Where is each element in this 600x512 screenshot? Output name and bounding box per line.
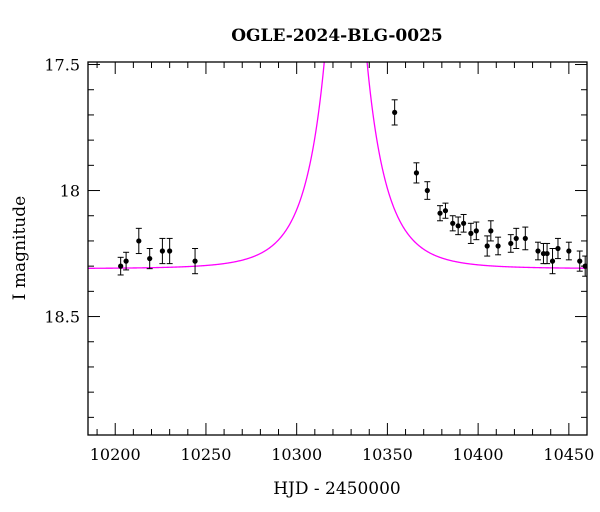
data-point [146,248,153,270]
data-point [582,255,587,277]
x-tick-label: 10300 [271,445,322,464]
y-tick-label: 18.5 [44,308,80,327]
data-point [544,242,551,265]
point-marker [549,258,556,264]
data-point [135,227,142,255]
data-point [535,241,542,261]
point-marker [513,235,519,242]
data-point [424,181,431,200]
data-point [192,248,199,275]
data-point [460,213,467,233]
x-tick-label: 10350 [362,445,413,464]
point-marker [118,263,124,269]
point-marker [582,263,587,269]
chart-title: OGLE-2024-BLG-0025 [231,26,443,46]
point-marker [468,230,474,236]
model-curve [88,62,587,269]
data-point [159,237,166,265]
data-point [554,237,561,260]
data-point [507,234,514,253]
point-marker [461,220,467,226]
point-marker [555,245,561,252]
point-marker [450,220,456,226]
data-point [495,236,502,256]
point-marker [455,223,461,229]
data-point [522,226,529,251]
point-marker [540,250,547,257]
x-tick-label: 10450 [543,445,594,464]
data-point [487,220,494,242]
point-marker [488,228,494,234]
y-axis-label: I magnitude [10,196,30,300]
point-marker [442,208,449,214]
x-tick-label: 10200 [90,445,141,464]
point-marker [437,210,443,216]
point-marker [424,187,430,194]
point-marker [522,235,528,242]
point-marker [508,240,514,247]
data-point [576,250,583,272]
point-marker [123,258,129,264]
x-tick-label: 10400 [453,445,504,464]
x-tick-labels: 10200 10250 10300 10350 10400 10450 [90,445,595,464]
data-point [549,248,556,275]
data-point [484,235,491,257]
data-point [513,227,520,249]
plot-frame [87,61,588,436]
data-point [473,221,480,241]
point-marker [473,228,479,234]
model-curve-layer [88,62,587,269]
point-marker [192,258,198,264]
data-point [413,162,420,184]
data-point [449,215,456,232]
data-point [442,202,449,219]
data-point [565,241,572,261]
point-marker [484,243,490,249]
point-marker [566,248,572,254]
point-marker [392,109,398,116]
data-point [123,251,130,271]
x-tick-label: 10250 [180,445,231,464]
point-marker [535,248,541,254]
y-tick-label: 17.5 [44,56,80,75]
y-tick-label: 18 [60,182,80,201]
y-tick-labels: 17.5 18 18.5 [44,56,80,327]
point-marker [544,250,550,257]
point-marker [495,243,501,249]
point-marker [136,238,142,244]
data-point [437,205,444,222]
data-point [391,99,398,126]
point-marker [167,248,173,254]
data-points-layer [117,99,587,277]
point-marker [413,170,420,176]
point-marker [159,248,165,254]
point-marker [577,258,583,264]
x-axis-label: HJD - 2450000 [273,479,401,499]
data-point [467,222,474,244]
data-point [166,237,173,265]
data-point [455,216,462,236]
data-point [117,256,124,276]
axis-ticks [88,62,588,435]
point-marker [147,255,153,262]
